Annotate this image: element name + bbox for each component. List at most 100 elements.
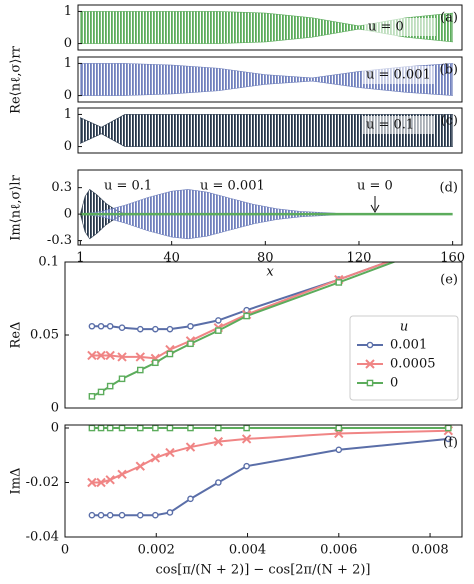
marker xyxy=(118,511,126,519)
frame xyxy=(64,424,463,538)
y-tick-label: 0 xyxy=(64,207,72,222)
frame xyxy=(77,169,463,246)
y-tick-label: 0 xyxy=(51,420,59,435)
marker xyxy=(243,312,250,320)
x-tick-label: 120 xyxy=(347,251,372,266)
marker xyxy=(118,425,126,432)
marker xyxy=(97,425,105,432)
marker xyxy=(152,359,159,367)
panel-label: (d) xyxy=(440,181,458,196)
marker xyxy=(187,322,194,330)
marker xyxy=(444,236,452,244)
marker xyxy=(136,511,144,519)
marker xyxy=(88,511,96,519)
y-tick-label: 0 xyxy=(51,401,59,416)
y-tick-label: -0.3 xyxy=(47,233,72,248)
plot-area xyxy=(80,11,453,44)
x-tick-label: 80 xyxy=(257,251,274,266)
marker xyxy=(136,366,144,374)
marker xyxy=(243,425,250,432)
x-tick-label: 1 xyxy=(76,251,84,266)
marker xyxy=(166,350,174,358)
y-tick-label: 1 xyxy=(64,4,72,19)
marker xyxy=(215,317,222,324)
marker xyxy=(335,425,343,432)
marker xyxy=(136,425,144,432)
marker xyxy=(243,462,250,470)
marker xyxy=(166,509,174,516)
y-axis-label: Re⟨nℓ,σ⟩rr xyxy=(9,45,24,113)
legend-label: 0.001 xyxy=(390,338,427,353)
plot-area xyxy=(87,236,452,400)
marker xyxy=(213,436,224,447)
plot-area xyxy=(87,425,454,519)
legend-label: 0.0005 xyxy=(390,357,436,372)
marker xyxy=(335,446,343,454)
panel-label: (c) xyxy=(441,114,458,129)
y-tick-label: 1 xyxy=(64,107,72,122)
annotation: u = 0.1 xyxy=(366,118,414,133)
plot-area xyxy=(80,63,453,96)
marker xyxy=(366,341,374,349)
annotation: u = 0.001 xyxy=(366,68,431,83)
marker xyxy=(165,447,175,458)
marker xyxy=(152,511,159,519)
line xyxy=(91,429,449,484)
marker xyxy=(106,322,114,330)
x-tick-label: 40 xyxy=(163,251,180,266)
x-tick-label: 0.006 xyxy=(320,543,357,558)
marker xyxy=(241,434,252,444)
y-tick-label: -0.02 xyxy=(26,475,59,490)
marker xyxy=(135,352,146,362)
marker xyxy=(96,477,106,488)
annotation-bg xyxy=(362,116,434,134)
marker xyxy=(215,479,222,486)
marker xyxy=(105,350,115,361)
marker xyxy=(215,425,222,432)
annotation: u = 0 xyxy=(357,179,393,194)
y-tick-label: 0.3 xyxy=(51,180,72,195)
marker xyxy=(365,359,375,369)
marker xyxy=(106,511,114,519)
annotation-bg xyxy=(364,18,436,36)
annotation: u = 0 xyxy=(368,20,404,35)
frame xyxy=(77,107,463,154)
marker xyxy=(446,238,451,243)
marker xyxy=(187,495,194,503)
x-tick-label: 0.004 xyxy=(229,543,266,558)
marker xyxy=(105,475,115,485)
marker xyxy=(118,375,126,383)
marker xyxy=(117,352,127,362)
marker xyxy=(136,325,144,333)
legend-title: u xyxy=(400,320,408,335)
marker xyxy=(106,382,114,390)
y-axis-label: ImΔ xyxy=(9,468,24,495)
oscillation-envelope xyxy=(80,11,453,44)
marker xyxy=(445,435,452,443)
marker xyxy=(88,425,96,432)
marker xyxy=(445,425,452,432)
marker xyxy=(88,393,96,400)
y-tick-label: -0.04 xyxy=(26,530,59,545)
x-tick-label: 0 xyxy=(61,543,69,558)
y-tick-label: 0.05 xyxy=(30,328,59,343)
panel-label: (f) xyxy=(443,436,458,451)
marker xyxy=(152,325,159,333)
x-axis-label: cos[π/(N + 2)] − cos[2π/(N + 2)] xyxy=(155,563,370,578)
marker xyxy=(97,322,105,330)
marker xyxy=(87,350,97,361)
marker xyxy=(88,322,96,330)
annotation-bg xyxy=(362,66,434,84)
panel-label: (a) xyxy=(440,11,458,26)
marker xyxy=(187,340,194,348)
y-tick-label: 0 xyxy=(64,139,72,154)
annotation: u = 0.001 xyxy=(200,179,265,194)
marker xyxy=(152,425,159,432)
marker xyxy=(187,425,194,432)
panel-label: (e) xyxy=(440,273,458,288)
oscillation-envelope xyxy=(80,63,453,96)
marker xyxy=(166,325,174,333)
y-axis-label: Im⟨nℓ,σ⟩lr xyxy=(9,174,24,240)
line xyxy=(91,437,449,517)
